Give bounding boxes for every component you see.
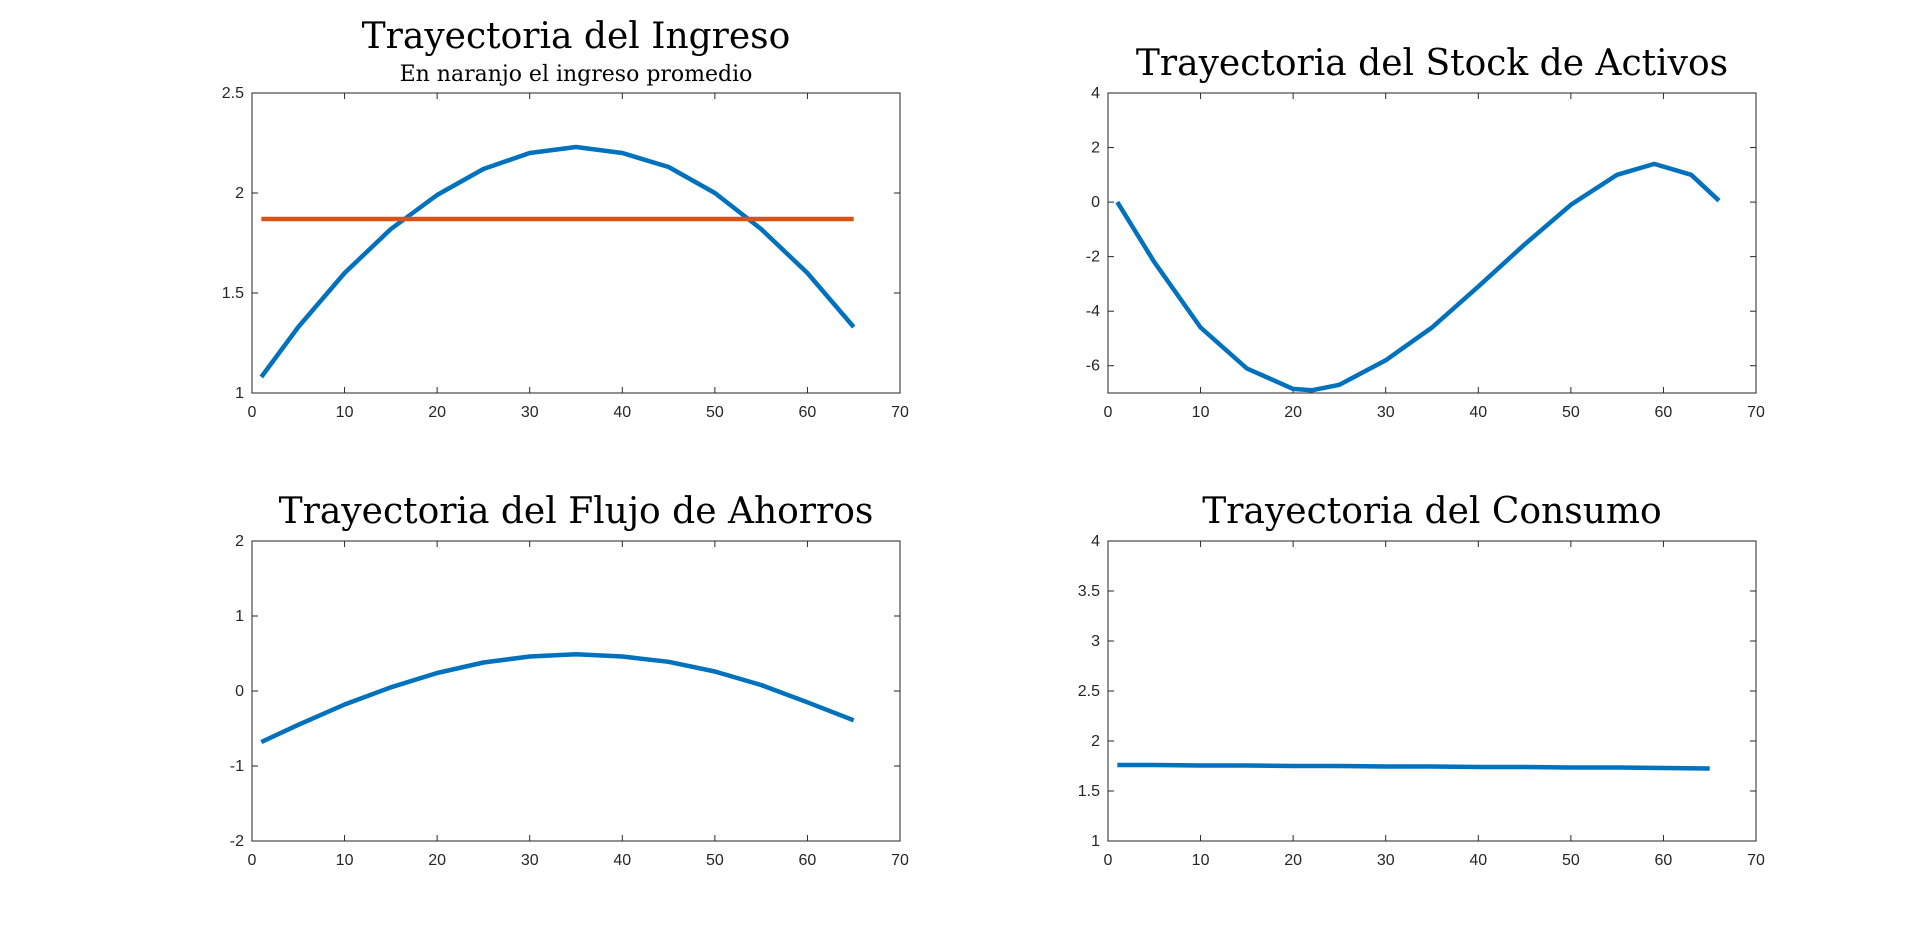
y-tick-label: 2 — [235, 185, 244, 202]
x-tick-label: 70 — [1747, 404, 1765, 421]
series-line-1 — [1117, 762, 1710, 771]
series-line-1 — [259, 144, 856, 379]
x-tick-label: 20 — [428, 404, 446, 421]
x-tick-label: 60 — [799, 404, 817, 421]
subplot-ingreso: Trayectoria del Ingreso En naranjo el ing… — [222, 16, 909, 421]
chart-title: Trayectoria del Ingreso — [362, 16, 791, 57]
series-line-1 — [1115, 161, 1721, 393]
y-tick-label: 0 — [235, 683, 244, 700]
y-tick-label: -2 — [230, 833, 244, 850]
x-tick-label: 10 — [336, 404, 354, 421]
x-tick-label: 40 — [613, 852, 631, 869]
x-tick-label: 40 — [1469, 404, 1487, 421]
x-tick-label: 60 — [799, 852, 817, 869]
chart-title: Trayectoria del Flujo de Ahorros — [279, 491, 874, 532]
x-tick-label: 70 — [1747, 852, 1765, 869]
x-tick-label: 10 — [1192, 404, 1210, 421]
x-tick-label: 70 — [891, 404, 909, 421]
x-tick-label: 50 — [706, 404, 724, 421]
x-tick-label: 0 — [1104, 404, 1113, 421]
x-tick-label: 60 — [1655, 404, 1673, 421]
x-tick-label: 50 — [1562, 404, 1580, 421]
y-tick-label: 4 — [1091, 533, 1100, 550]
y-tick-label: 1 — [1091, 833, 1100, 850]
axes-box — [1107, 92, 1757, 394]
axes-box — [251, 92, 901, 394]
y-tick-label: 3 — [1091, 633, 1100, 650]
x-tick-label: 0 — [248, 404, 257, 421]
x-tick-label: 40 — [1469, 852, 1487, 869]
y-tick-label: 2.5 — [222, 85, 244, 102]
x-tick-label: 50 — [1562, 852, 1580, 869]
y-tick-label: -6 — [1086, 358, 1100, 375]
x-tick-label: 20 — [1284, 404, 1302, 421]
x-tick-label: 30 — [1377, 852, 1395, 869]
subplot-consumo: Trayectoria del Consumo 0 10 20 30 40 50 60 70 1 1… — [1078, 491, 1765, 869]
axes-box — [251, 540, 901, 842]
y-tick-label: 2.5 — [1078, 683, 1100, 700]
x-tick-label: 20 — [1284, 852, 1302, 869]
y-tick-label: 2 — [1091, 140, 1100, 157]
x-tick-label: 10 — [336, 852, 354, 869]
y-tick-label: 1.5 — [1078, 783, 1100, 800]
y-tick-label: 4 — [1091, 85, 1100, 102]
chart-title: Trayectoria del Stock de Activos — [1136, 43, 1728, 84]
x-tick-label: 20 — [428, 852, 446, 869]
x-tick-label: 0 — [248, 852, 257, 869]
series-line-1 — [260, 652, 855, 745]
x-tick-label: 0 — [1104, 852, 1113, 869]
x-tick-label: 60 — [1655, 852, 1673, 869]
y-tick-label: 0 — [1091, 194, 1100, 211]
y-tick-label: 1 — [235, 385, 244, 402]
y-tick-label: 1.5 — [222, 285, 244, 302]
y-tick-label: 3.5 — [1078, 583, 1100, 600]
axes-box — [1107, 540, 1757, 842]
y-tick-label: 2 — [1091, 733, 1100, 750]
y-tick-label: 1 — [235, 608, 244, 625]
y-tick-label: 2 — [235, 533, 244, 550]
y-tick-label: -2 — [1086, 249, 1100, 266]
x-tick-label: 30 — [521, 404, 539, 421]
chart-title: Trayectoria del Consumo — [1202, 491, 1661, 532]
x-tick-label: 50 — [706, 852, 724, 869]
x-tick-label: 30 — [521, 852, 539, 869]
y-tick-label: -1 — [230, 758, 244, 775]
y-tick-label: -4 — [1086, 303, 1100, 320]
x-tick-label: 10 — [1192, 852, 1210, 869]
x-tick-label: 40 — [613, 404, 631, 421]
x-tick-label: 70 — [891, 852, 909, 869]
chart-subtitle: En naranjo el ingreso promedio — [400, 62, 753, 87]
x-tick-label: 30 — [1377, 404, 1395, 421]
